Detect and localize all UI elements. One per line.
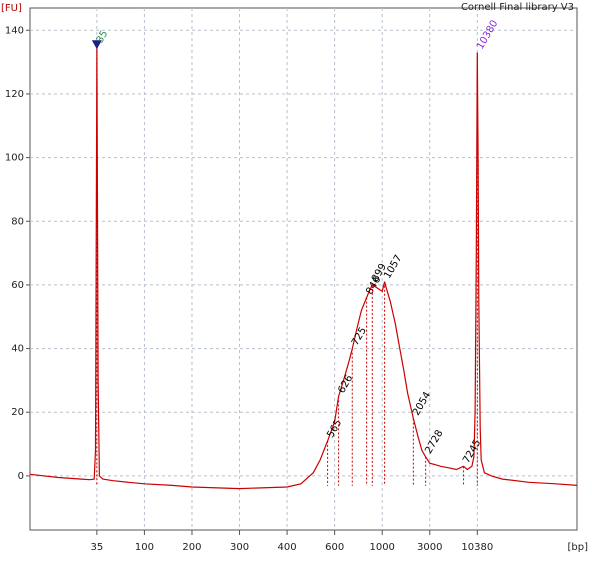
x-tick-label: 1000 — [369, 542, 394, 553]
x-tick-label: 300 — [230, 542, 249, 553]
chart-title: Cornell Final library V3 — [461, 2, 574, 13]
y-tick-label: 140 — [5, 25, 24, 36]
x-tick-label: 600 — [325, 542, 344, 553]
x-tick-label: 35 — [90, 542, 103, 553]
x-axis-label: [bp] — [568, 542, 589, 553]
x-tick-label: 100 — [135, 542, 154, 553]
x-tick-label: 200 — [182, 542, 201, 553]
x-tick-label: 3000 — [417, 542, 442, 553]
y-tick-label: 120 — [5, 89, 24, 100]
y-tick-label: 40 — [11, 344, 24, 355]
x-tick-label: 400 — [278, 542, 297, 553]
y-tick-label: 100 — [5, 153, 24, 164]
trace-line — [29, 46, 578, 490]
plot-frame — [29, 7, 578, 531]
y-tick-label: 60 — [11, 280, 24, 291]
x-tick-label: 10380 — [461, 542, 493, 553]
y-tick-label: 20 — [11, 407, 24, 418]
y-axis-label: [FU] — [1, 3, 22, 14]
y-tick-label: 80 — [11, 216, 24, 227]
y-tick-label: 0 — [18, 471, 24, 482]
ladder-marker — [91, 40, 102, 50]
